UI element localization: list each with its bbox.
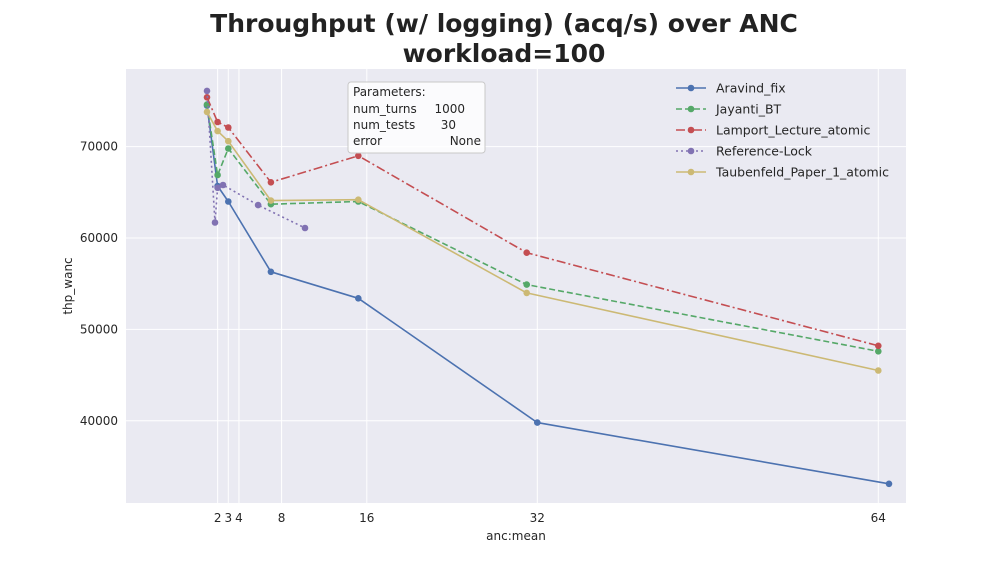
- data-point: [534, 419, 541, 426]
- legend: Aravind_fix Jayanti_BT Lamport_Lecture_ato…: [676, 81, 889, 180]
- data-point: [355, 295, 362, 302]
- x-tick-label: 64: [871, 511, 886, 525]
- data-point: [219, 181, 227, 189]
- legend-label: Taubenfeld_Paper_1_atomic: [715, 165, 889, 180]
- data-point: [301, 224, 309, 232]
- legend-label: Reference-Lock: [716, 144, 813, 159]
- data-point: [214, 127, 221, 135]
- series-Taubenfeld_Paper_1_atomic: [203, 108, 882, 374]
- data-point: [225, 124, 232, 131]
- legend-item: Aravind_fix: [676, 81, 786, 96]
- data-point: [875, 348, 882, 355]
- legend-item: Lamport_Lecture_atomic: [676, 123, 870, 138]
- data-point: [523, 249, 530, 256]
- data-point: [523, 281, 530, 288]
- x-tick-label: 3: [224, 511, 232, 525]
- param-num-tests-key: num_tests: [353, 118, 415, 132]
- data-point: [267, 179, 275, 186]
- legend-swatch-marker: [687, 105, 695, 113]
- data-point: [267, 268, 275, 276]
- param-num-tests-value: 30: [441, 118, 456, 132]
- legend-swatch-marker: [687, 126, 695, 134]
- data-point: [523, 289, 530, 297]
- x-tick-label: 32: [530, 511, 545, 525]
- chart-subtitle: workload=100: [403, 39, 606, 68]
- y-tick-label: 60000: [80, 231, 118, 245]
- data-point: [355, 152, 362, 160]
- legend-swatch-marker: [687, 147, 695, 155]
- x-tick-label: 8: [278, 511, 286, 525]
- param-error-value: None: [450, 134, 481, 148]
- legend-item: Taubenfeld_Paper_1_atomic: [676, 165, 889, 180]
- ticks: 2 3 4 8 16 32 64 40000 50000 60000 70000: [80, 140, 886, 525]
- param-num-turns-value: 1000: [434, 102, 465, 116]
- data-point: [203, 108, 211, 116]
- param-error-key: error: [353, 134, 382, 148]
- data-point: [885, 480, 893, 488]
- data-point: [225, 137, 232, 145]
- x-axis-label: anc:mean: [486, 529, 546, 543]
- y-tick-label: 40000: [80, 414, 118, 428]
- x-tick-label: 16: [359, 511, 374, 525]
- legend-label: Lamport_Lecture_atomic: [716, 123, 870, 138]
- data-point: [203, 87, 211, 95]
- legend-swatch-marker: [687, 168, 695, 176]
- param-num-turns-key: num_turns: [353, 102, 417, 116]
- data-point: [254, 201, 262, 209]
- series-Reference-Lock: [203, 87, 309, 232]
- chart-title: Throughput (w/ logging) (acq/s) over ANC: [210, 9, 798, 38]
- legend-item: Jayanti_BT: [676, 102, 782, 117]
- parameters-title: Parameters:: [353, 85, 426, 99]
- data-point: [211, 219, 219, 226]
- parameters-box-frame: [347, 81, 486, 154]
- data-point: [355, 196, 362, 203]
- x-tick-label: 4: [235, 511, 243, 525]
- x-tick-label: 2: [214, 511, 222, 525]
- legend-swatch-marker: [687, 84, 695, 92]
- y-tick-label: 70000: [80, 140, 118, 154]
- series-group: [203, 87, 893, 488]
- data-point: [214, 184, 221, 192]
- data-point: [267, 197, 275, 204]
- data-point: [225, 198, 232, 205]
- series-Lamport_Lecture_atomic: [203, 94, 882, 350]
- data-point: [875, 342, 882, 350]
- plot-area: [126, 69, 906, 503]
- data-point: [214, 118, 221, 126]
- legend-label: Jayanti_BT: [715, 102, 782, 117]
- data-point: [225, 145, 232, 152]
- legend-label: Aravind_fix: [716, 81, 786, 96]
- y-axis-label: thp_wanc: [61, 257, 75, 314]
- data-point: [214, 171, 221, 179]
- parameters-box: Parameters: num_turns 1000 num_tests 30 …: [347, 81, 486, 154]
- series-line: [206, 90, 306, 229]
- legend-item: Reference-Lock: [676, 144, 813, 159]
- data-point: [875, 367, 882, 374]
- y-tick-label: 50000: [80, 322, 118, 336]
